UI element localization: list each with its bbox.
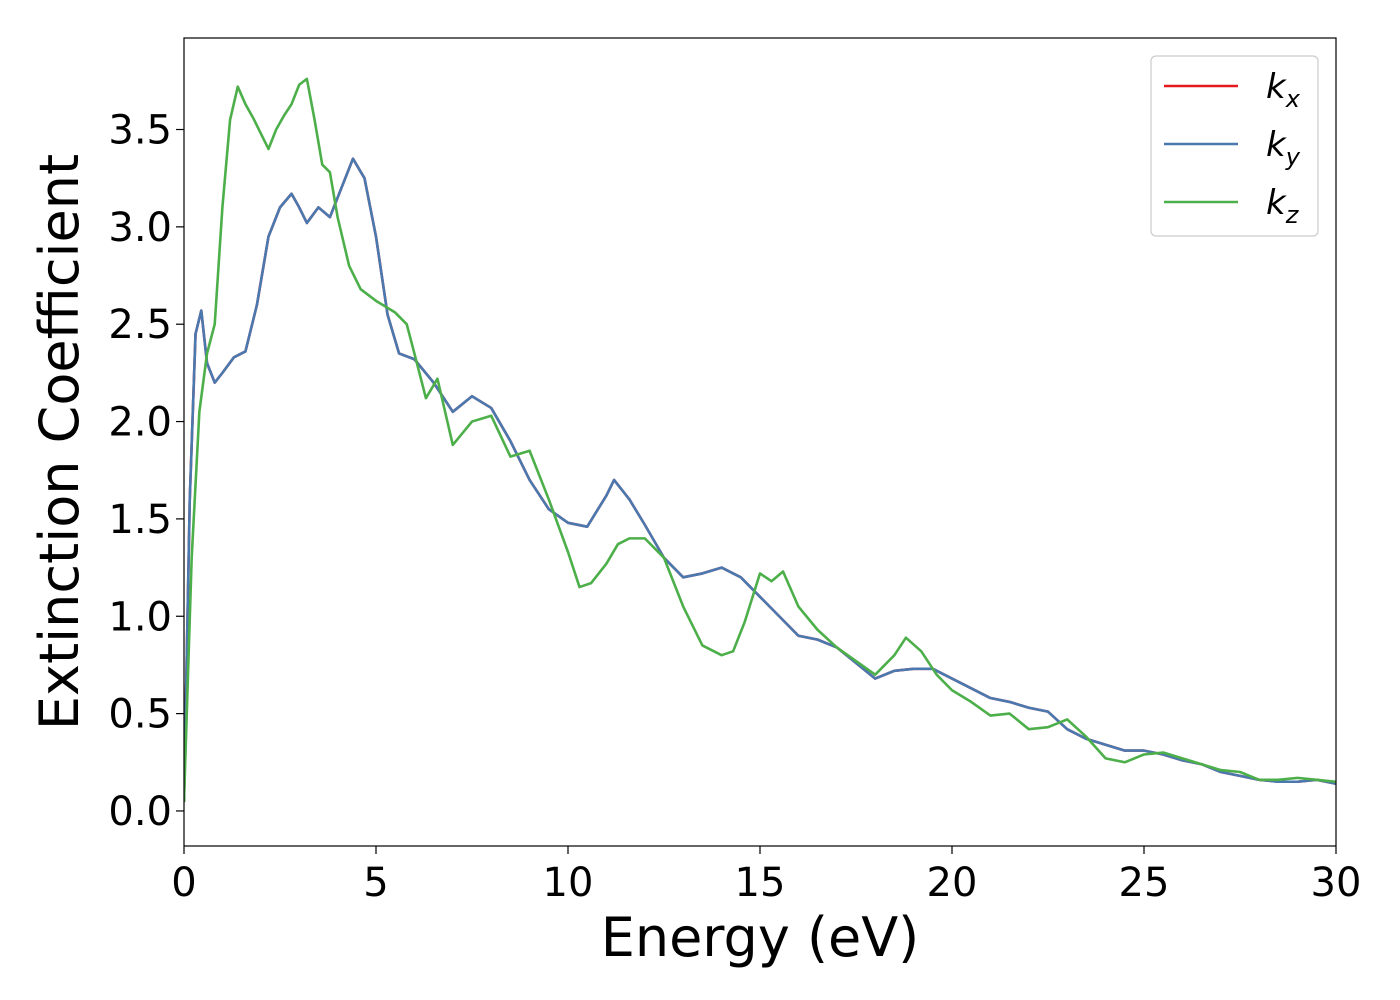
x-tick-label: 30	[1311, 860, 1362, 906]
x-tick-label: 15	[735, 860, 786, 906]
legend-label-subscript: y	[1285, 143, 1301, 171]
legend-label-base: k	[1266, 125, 1287, 165]
y-tick-label: 3.5	[108, 108, 172, 154]
x-tick-label: 0	[171, 860, 196, 906]
y-axis-title: Extinction Coefficient	[28, 154, 91, 730]
legend-label-subscript: x	[1285, 85, 1301, 113]
y-tick-label: 2.0	[108, 400, 172, 446]
legend-frame	[1150, 55, 1319, 237]
x-axis: 0 5 10 15 20 25 30	[171, 846, 1361, 906]
legend-label-y: ky	[1266, 125, 1301, 171]
legend-label-subscript: z	[1285, 201, 1300, 229]
x-tick-label: 5	[363, 860, 388, 906]
y-tick-label: 2.5	[108, 302, 172, 348]
y-axis: 0.0 0.5 1.0 1.5 2.0 2.5 3.0 3.5	[108, 108, 184, 835]
y-tick-label: 0.5	[108, 692, 172, 738]
legend-label-z: kz	[1266, 183, 1300, 229]
x-axis-title: Energy (eV)	[601, 906, 920, 969]
series-line-z	[184, 77, 1336, 803]
y-tick-label: 3.0	[108, 205, 172, 251]
series-line-y	[184, 157, 1336, 803]
y-tick-label: 1.5	[108, 497, 172, 543]
x-tick-label: 10	[543, 860, 594, 906]
y-tick-label: 0.0	[108, 789, 172, 835]
legend-label-x: kx	[1266, 67, 1301, 113]
x-tick-label: 25	[1119, 860, 1170, 906]
legend-label-base: k	[1266, 67, 1287, 107]
legend-label-base: k	[1266, 183, 1287, 223]
series-layer	[184, 77, 1336, 803]
y-tick-label: 1.0	[108, 594, 172, 640]
x-tick-label: 20	[927, 860, 978, 906]
